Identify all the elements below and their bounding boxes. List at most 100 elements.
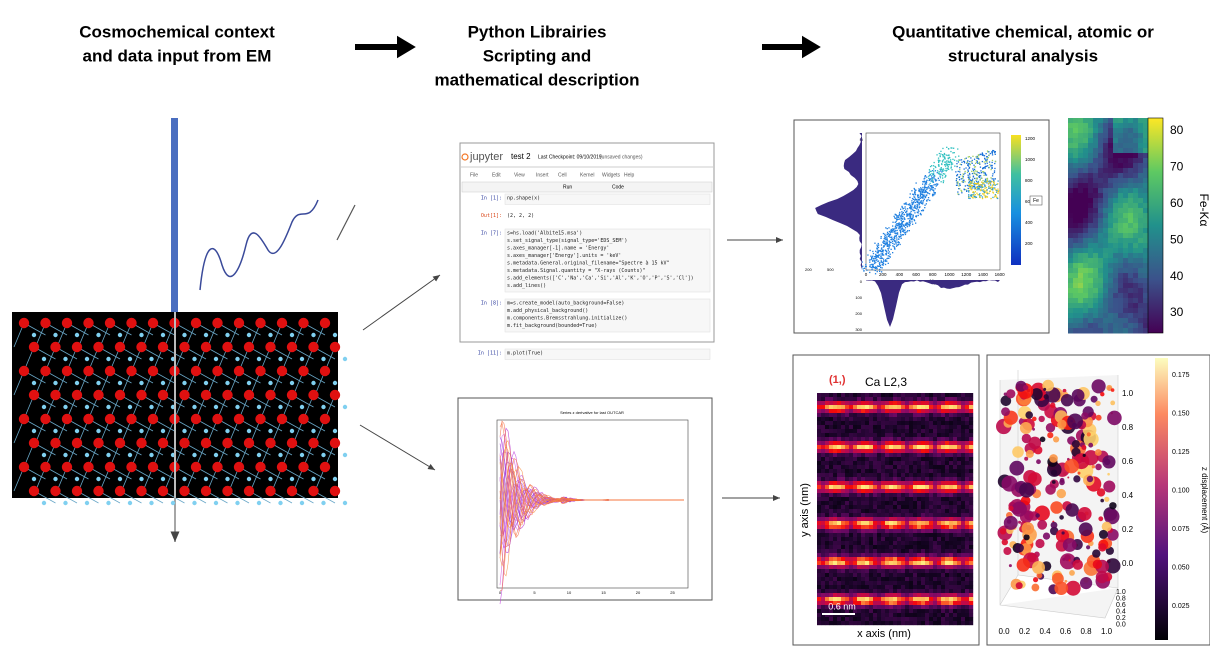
heatmap-cell xyxy=(1073,178,1079,184)
pixel xyxy=(953,409,957,413)
pixel xyxy=(825,449,829,453)
pixel xyxy=(821,401,825,405)
heatmap-cell xyxy=(1103,158,1109,164)
scatter-point xyxy=(993,178,994,179)
heatmap-cell xyxy=(1083,303,1089,309)
pixel xyxy=(889,425,893,429)
heatmap-cell xyxy=(1103,313,1109,319)
scatter-point xyxy=(878,260,879,261)
pixel xyxy=(969,509,973,513)
heatmap-cell xyxy=(1138,138,1144,144)
silicon-atom xyxy=(204,333,208,337)
pixel xyxy=(957,421,961,425)
pixel xyxy=(873,441,877,445)
heatmap-cell xyxy=(1098,193,1104,199)
pixel xyxy=(965,593,969,597)
pixel xyxy=(853,453,857,457)
pixel xyxy=(945,605,949,609)
pixel xyxy=(945,517,949,521)
pixel xyxy=(921,437,925,441)
heatmap-cell xyxy=(1138,178,1144,184)
heatmap-cell xyxy=(1118,233,1124,239)
heatmap-cell xyxy=(1143,263,1149,269)
pixel xyxy=(901,461,905,465)
heatmap-cell xyxy=(1113,248,1119,254)
pixel xyxy=(885,413,889,417)
pixel xyxy=(965,429,969,433)
scatter-point xyxy=(937,172,938,173)
heatmap-cell xyxy=(1103,148,1109,154)
pixel xyxy=(961,541,965,545)
heatmap-cell xyxy=(1123,308,1129,314)
pixel xyxy=(901,485,905,489)
pixel xyxy=(929,437,933,441)
scatter-point xyxy=(876,248,877,249)
heatmap-cell xyxy=(1078,173,1084,179)
scatter-point xyxy=(920,195,921,196)
oxygen-atom xyxy=(265,390,275,400)
scatter-point xyxy=(929,184,930,185)
scatter-point xyxy=(936,185,937,186)
pixel xyxy=(909,597,913,601)
oxygen-atom xyxy=(191,462,201,472)
pixel xyxy=(905,589,909,593)
pixel xyxy=(921,401,925,405)
pixel xyxy=(945,585,949,589)
pixel xyxy=(833,617,837,621)
pixel xyxy=(949,473,953,477)
oxygen-atom xyxy=(255,414,265,424)
pixel xyxy=(821,437,825,441)
scatter-point xyxy=(969,174,970,175)
heatmap-cell xyxy=(1083,258,1089,264)
pixel xyxy=(957,593,961,597)
pixel xyxy=(873,425,877,429)
scatter-point xyxy=(929,180,930,181)
scatter-frame xyxy=(794,120,1049,333)
scatter-point xyxy=(900,218,901,219)
pixel xyxy=(961,565,965,569)
heatmap-cell xyxy=(1093,238,1099,244)
pixel xyxy=(877,533,881,537)
cell-prompt: In [7]: xyxy=(481,231,502,237)
pixel xyxy=(897,613,901,617)
scatter-point xyxy=(891,229,892,230)
scatter-point xyxy=(903,221,904,222)
heatmap-cell xyxy=(1138,148,1144,154)
pixel xyxy=(941,449,945,453)
pixel xyxy=(837,469,841,473)
pixel xyxy=(869,569,873,573)
scatter-point xyxy=(973,165,974,166)
oxygen-atom xyxy=(265,438,275,448)
pixel xyxy=(841,593,845,597)
heatmap-cell xyxy=(1088,138,1094,144)
pixel xyxy=(949,601,953,605)
heatmap-cell xyxy=(1123,253,1129,259)
heatmap-cell xyxy=(1073,248,1079,254)
pixel xyxy=(821,601,825,605)
pixel xyxy=(853,477,857,481)
pixel xyxy=(925,549,929,553)
pixel xyxy=(821,433,825,437)
pixel xyxy=(925,449,929,453)
heatmap-cell xyxy=(1138,133,1144,139)
oxygen-atom xyxy=(29,342,39,352)
pixel xyxy=(921,525,925,529)
heatmap-cell xyxy=(1133,318,1139,324)
scatter-point xyxy=(918,203,919,204)
cell-prompt: In [8]: xyxy=(481,301,502,307)
pixel xyxy=(953,617,957,621)
scatter-point xyxy=(932,170,933,171)
pixel xyxy=(957,605,961,609)
scatter-point xyxy=(895,226,896,227)
pixel xyxy=(929,393,933,397)
scatter-point xyxy=(918,195,919,196)
heatmap-cell xyxy=(1088,183,1094,189)
scatter-point xyxy=(872,261,873,262)
scatter-point xyxy=(972,187,973,188)
pixel xyxy=(933,441,937,445)
pixel xyxy=(861,577,865,581)
pixel xyxy=(861,405,865,409)
pixel xyxy=(945,393,949,397)
silicon-atom xyxy=(42,405,46,409)
pixel xyxy=(821,577,825,581)
